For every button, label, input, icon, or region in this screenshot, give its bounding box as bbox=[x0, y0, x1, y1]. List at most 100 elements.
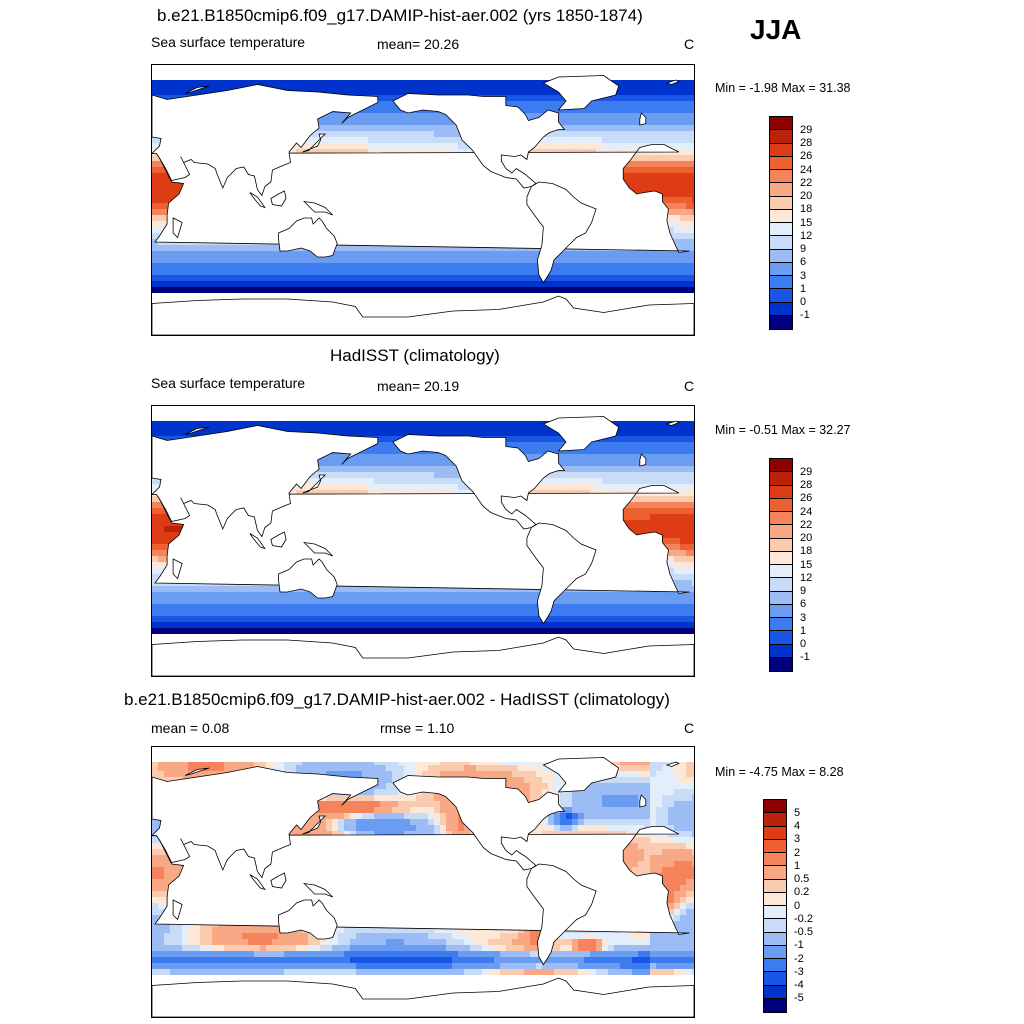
field-cell bbox=[680, 293, 687, 300]
field-cell bbox=[362, 430, 369, 437]
field-cell bbox=[158, 179, 165, 186]
field-cell bbox=[224, 71, 231, 78]
field-cell bbox=[512, 293, 519, 300]
field-cell bbox=[326, 293, 333, 300]
field-cell bbox=[638, 430, 645, 437]
field-cell bbox=[626, 125, 633, 132]
field-cell bbox=[422, 257, 429, 264]
field-cell bbox=[686, 203, 693, 210]
field-cell bbox=[416, 137, 423, 144]
field-cell bbox=[290, 257, 297, 264]
field-cell bbox=[290, 424, 297, 431]
field-cell bbox=[356, 275, 363, 282]
field-cell bbox=[662, 80, 669, 84]
field-cell bbox=[416, 119, 423, 126]
field-cell bbox=[686, 101, 693, 108]
field-cell bbox=[344, 65, 351, 72]
field-cell bbox=[392, 245, 399, 252]
field-cell bbox=[566, 448, 573, 455]
field-cell bbox=[566, 281, 573, 288]
field-cell bbox=[170, 185, 177, 192]
field-cell bbox=[482, 269, 489, 276]
field-cell bbox=[548, 406, 555, 413]
field-cell bbox=[482, 281, 489, 288]
field-cell bbox=[530, 251, 537, 258]
field-cell bbox=[278, 412, 285, 419]
field-cell bbox=[320, 263, 327, 270]
field-cell bbox=[428, 305, 435, 312]
field-cell bbox=[686, 143, 693, 150]
field-cell bbox=[308, 281, 315, 288]
field-cell bbox=[560, 263, 567, 270]
field-cell bbox=[674, 185, 681, 192]
field-cell bbox=[560, 454, 567, 461]
field-cell bbox=[176, 421, 183, 425]
field-cell bbox=[440, 281, 447, 288]
field-cell bbox=[344, 251, 351, 258]
field-cell bbox=[428, 80, 435, 84]
field-cell bbox=[194, 421, 201, 425]
field-cell bbox=[296, 143, 303, 150]
field-cell bbox=[386, 125, 393, 132]
field-cell bbox=[680, 281, 687, 288]
field-cell bbox=[272, 65, 279, 72]
field-cell bbox=[260, 257, 267, 264]
field-cell bbox=[674, 203, 681, 210]
field-cell bbox=[152, 209, 159, 216]
field-cell bbox=[314, 281, 321, 288]
field-cell bbox=[356, 89, 363, 96]
field-cell bbox=[368, 80, 375, 84]
field-cell bbox=[344, 80, 351, 84]
field-cell bbox=[212, 412, 219, 419]
field-cell bbox=[374, 71, 381, 78]
field-cell bbox=[212, 275, 219, 282]
field-cell bbox=[614, 107, 621, 114]
field-cell bbox=[656, 257, 663, 264]
field-cell bbox=[680, 442, 687, 449]
field-cell bbox=[308, 149, 315, 156]
field-cell bbox=[626, 412, 633, 419]
field-cell bbox=[398, 299, 405, 306]
field-cell bbox=[506, 263, 513, 270]
field-cell bbox=[428, 89, 435, 96]
field-cell bbox=[656, 179, 663, 186]
field-cell bbox=[494, 287, 501, 293]
field-cell bbox=[554, 71, 561, 78]
field-cell bbox=[338, 287, 345, 293]
field-cell bbox=[284, 424, 291, 431]
field-cell bbox=[392, 257, 399, 264]
field-cell bbox=[626, 131, 633, 138]
field-cell bbox=[266, 287, 273, 293]
field-cell bbox=[374, 412, 381, 419]
field-cell bbox=[518, 257, 525, 264]
field-cell bbox=[524, 275, 531, 282]
field-cell bbox=[452, 89, 459, 96]
field-cell bbox=[428, 454, 435, 461]
field-cell bbox=[188, 71, 195, 78]
field-cell bbox=[662, 89, 669, 96]
field-cell bbox=[374, 421, 381, 425]
field-cell bbox=[398, 275, 405, 282]
field-cell bbox=[362, 89, 369, 96]
field-cell bbox=[494, 245, 501, 252]
field-cell bbox=[542, 65, 549, 72]
field-cell bbox=[650, 293, 657, 300]
field-cell bbox=[374, 149, 381, 156]
field-cell bbox=[554, 89, 561, 96]
field-cell bbox=[440, 83, 447, 90]
field-cell bbox=[536, 287, 543, 293]
field-cell bbox=[548, 281, 555, 288]
field-cell bbox=[650, 161, 657, 168]
field-cell bbox=[686, 430, 693, 437]
field-cell bbox=[476, 257, 483, 264]
field-cell bbox=[308, 263, 315, 270]
field-cell bbox=[158, 269, 165, 276]
field-cell bbox=[620, 125, 627, 132]
field-cell bbox=[152, 269, 159, 276]
field-cell bbox=[170, 191, 177, 198]
field-cell bbox=[386, 424, 393, 431]
field-cell bbox=[182, 421, 189, 425]
field-cell bbox=[608, 101, 615, 108]
field-cell bbox=[638, 436, 645, 443]
field-cell bbox=[170, 257, 177, 264]
